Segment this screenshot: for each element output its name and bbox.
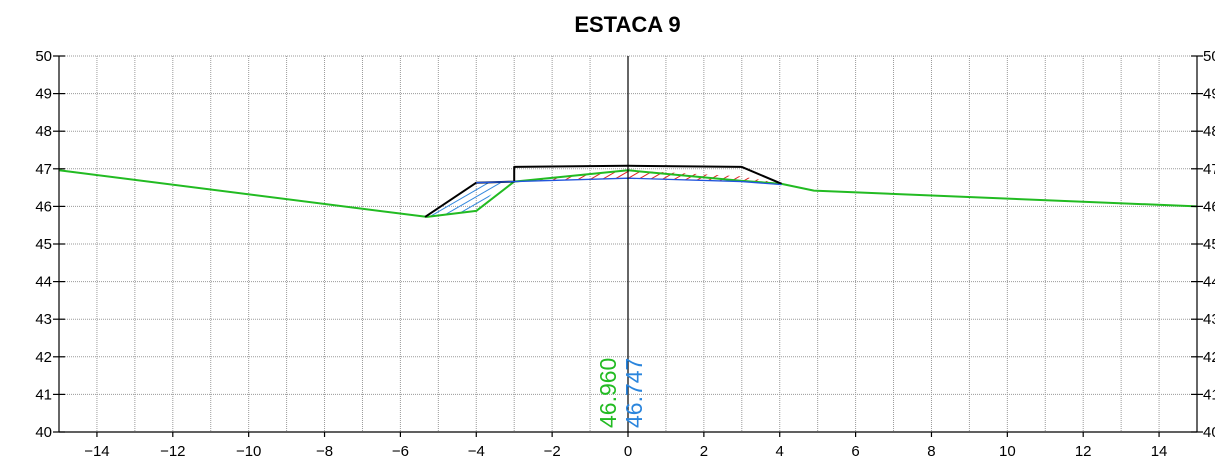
tick-labels: 4040414142424343444445454646474748484949… [35,48,1215,460]
annotations: 46.960 46.747 [595,358,647,428]
x-tick-label: 8 [927,443,935,460]
y-tick-label-right: 48 [1203,123,1215,140]
chart-title: ESTACA 9 [574,12,681,37]
x-tick-label: 2 [700,443,708,460]
x-tick-label: 0 [624,443,632,460]
x-tick-label: 14 [1151,443,1168,460]
y-tick-label-left: 47 [35,161,52,178]
axes [53,55,1203,437]
y-tick-label-left: 46 [35,198,52,215]
y-tick-label-right: 40 [1203,424,1215,441]
y-tick-label-right: 41 [1203,386,1215,403]
y-tick-label-left: 45 [35,236,52,253]
x-tick-label: 6 [851,443,859,460]
x-tick-label: −8 [316,443,333,460]
y-tick-label-left: 40 [35,424,52,441]
y-tick-label-left: 48 [35,123,52,140]
y-tick-label-right: 42 [1203,349,1215,366]
x-tick-label: 4 [776,443,784,460]
x-tick-label: −12 [160,443,185,460]
x-tick-label: −14 [84,443,109,460]
y-tick-label-right: 44 [1203,274,1215,291]
y-tick-label-left: 41 [35,386,52,403]
x-tick-label: −4 [468,443,485,460]
hatch-areas [426,170,782,217]
y-tick-label-left: 42 [35,349,52,366]
y-tick-label-left: 49 [35,86,52,103]
y-tick-label-right: 47 [1203,161,1215,178]
y-tick-label-right: 43 [1203,311,1215,328]
y-tick-label-right: 46 [1203,198,1215,215]
y-tick-label-right: 50 [1203,48,1215,65]
x-tick-label: −10 [236,443,261,460]
x-tick-label: 10 [999,443,1016,460]
fill-hatch [426,181,503,217]
y-tick-label-left: 50 [35,48,52,65]
elevation-label-1: 46.747 [621,358,647,428]
y-tick-label-left: 43 [35,311,52,328]
x-tick-label: 12 [1075,443,1092,460]
y-tick-label-left: 44 [35,274,52,291]
elevation-label-0: 46.960 [595,358,621,428]
y-tick-label-right: 49 [1203,86,1215,103]
x-tick-label: −2 [544,443,561,460]
y-tick-label-right: 45 [1203,236,1215,253]
x-tick-label: −6 [392,443,409,460]
